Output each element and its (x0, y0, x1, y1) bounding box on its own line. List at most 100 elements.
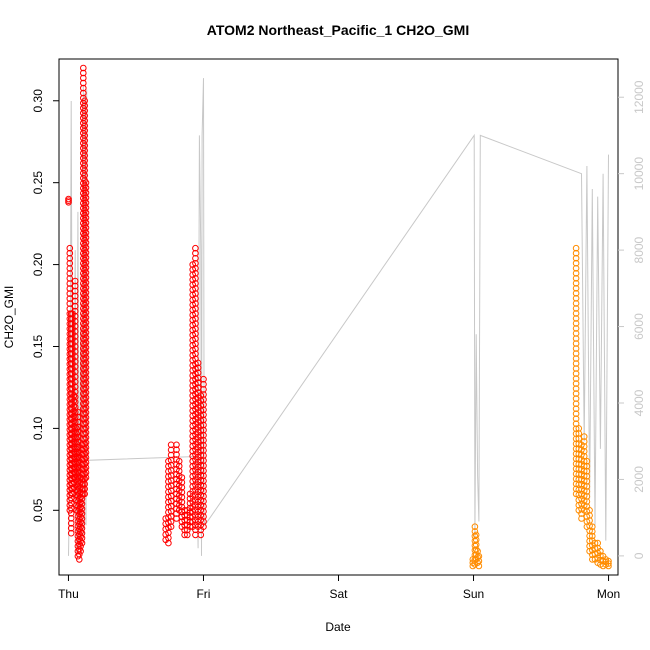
data-point (82, 189, 90, 196)
data-point (572, 340, 580, 347)
data-point (82, 429, 90, 436)
data-point (81, 386, 88, 393)
data-point (81, 420, 88, 428)
data-point (200, 406, 207, 414)
data-point (81, 366, 88, 373)
data-point (80, 69, 87, 77)
data-point (71, 388, 79, 396)
y-tick-label: 0.25 (31, 171, 45, 195)
data-point (572, 410, 580, 418)
data-point (82, 219, 90, 226)
data-point (200, 442, 207, 449)
data-point (572, 265, 580, 272)
data-point (572, 405, 580, 413)
data-point (70, 392, 78, 399)
data-point (572, 285, 580, 292)
data-point (80, 89, 87, 97)
data-point (82, 399, 90, 406)
data-point (71, 378, 79, 386)
data-point (66, 275, 74, 282)
data-point (82, 369, 90, 376)
y2-tick-label: 0 (632, 552, 646, 559)
data-point (82, 439, 90, 446)
data-point (82, 249, 90, 256)
data-point (572, 305, 580, 312)
data-point (82, 269, 90, 276)
data-point (605, 562, 612, 570)
data-point (200, 437, 207, 444)
data-point (71, 383, 79, 391)
data-point (572, 325, 580, 332)
data-point (82, 289, 90, 296)
data-point (82, 259, 90, 266)
data-point (175, 462, 183, 470)
data-point (69, 490, 76, 498)
data-point (67, 529, 75, 537)
data-point (181, 511, 188, 519)
data-point (82, 234, 90, 241)
data-point (82, 239, 90, 246)
data-point (192, 300, 199, 307)
data-point (605, 560, 612, 567)
data-point (66, 249, 74, 257)
data-point (580, 448, 588, 455)
data-point (67, 510, 75, 517)
y-tick-label: 0.10 (31, 416, 45, 440)
data-point (192, 340, 199, 348)
data-point (175, 457, 183, 465)
data-point (173, 441, 180, 449)
data-point (81, 376, 88, 383)
data-point (575, 425, 583, 432)
data-point (580, 457, 588, 465)
x-tick-label: Sun (463, 587, 484, 601)
data-point (472, 531, 480, 539)
data-point (81, 490, 88, 498)
data-point (192, 280, 199, 287)
data-point (181, 507, 188, 514)
data-point (81, 455, 88, 463)
data-point (77, 547, 84, 555)
data-point (81, 485, 88, 493)
data-point (197, 432, 205, 439)
data-point (572, 425, 580, 433)
data-point (81, 107, 88, 114)
data-point (583, 493, 591, 500)
data-point (200, 472, 207, 480)
data-point (81, 450, 88, 458)
data-point (572, 380, 580, 387)
data-point (200, 503, 207, 510)
data-point (572, 375, 580, 382)
data-point (76, 510, 83, 518)
data-point (71, 358, 79, 365)
data-point (71, 398, 79, 406)
data-point (181, 531, 188, 539)
data-point (69, 485, 76, 493)
data-point (77, 513, 84, 521)
data-point (80, 79, 87, 87)
altitude-line-group (68, 78, 609, 556)
data-point (77, 523, 84, 531)
data-point (82, 309, 90, 316)
data-point (200, 381, 207, 388)
data-point (78, 534, 86, 542)
data-point (475, 552, 483, 560)
data-point (81, 132, 88, 139)
data-point (472, 541, 480, 549)
x-tick-label: Thu (58, 587, 79, 601)
data-point (192, 320, 199, 327)
data-points-group (65, 64, 612, 570)
data-point (82, 214, 90, 221)
data-point (82, 339, 90, 346)
data-point (77, 518, 84, 526)
data-point (580, 467, 588, 475)
data-point (192, 254, 199, 262)
data-point (71, 312, 79, 320)
x-axis-label: Date (325, 620, 351, 634)
data-point (81, 475, 88, 483)
data-point (82, 474, 90, 481)
data-point (82, 349, 90, 356)
data-point (81, 361, 88, 368)
data-point (73, 425, 80, 432)
data-point (81, 152, 88, 159)
data-point (71, 338, 79, 345)
